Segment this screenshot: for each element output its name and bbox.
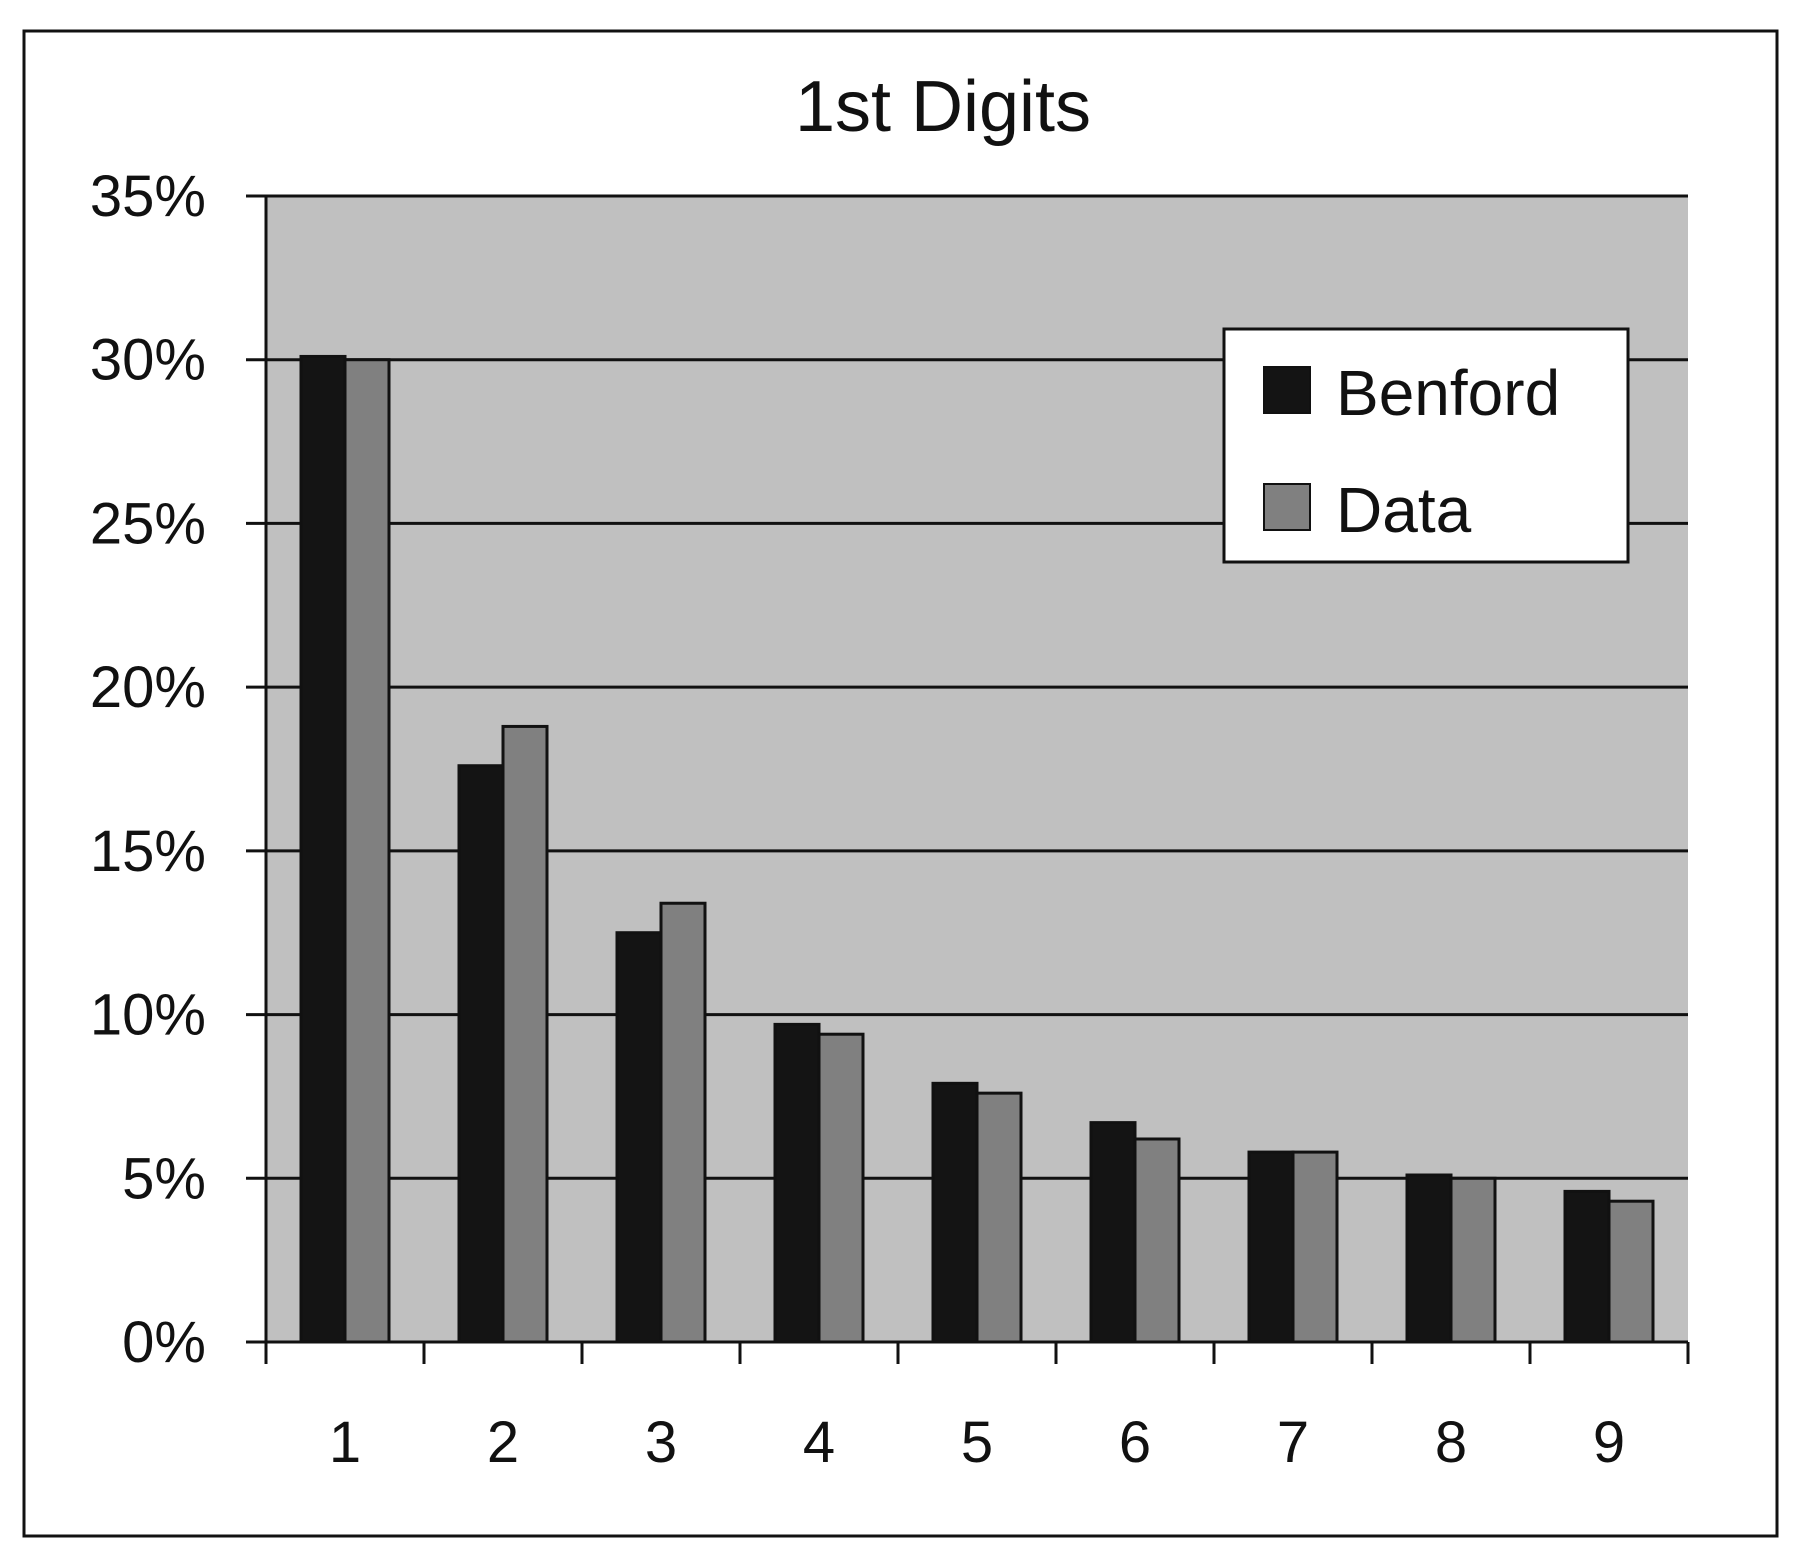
x-tick-label: 7 xyxy=(1277,1410,1309,1475)
bar-data-6 xyxy=(1133,1137,1181,1344)
x-tick-label: 4 xyxy=(803,1410,835,1475)
bar-benford-6 xyxy=(1089,1121,1137,1344)
bar-data-4 xyxy=(817,1032,865,1344)
bar-data-5 xyxy=(975,1091,1023,1344)
bar-benford-1 xyxy=(299,354,347,1344)
bar-benford-3 xyxy=(615,931,663,1344)
x-tick-label: 9 xyxy=(1593,1410,1625,1475)
bar-benford-2 xyxy=(457,764,505,1344)
legend-label-data: Data xyxy=(1336,474,1472,546)
y-tick-label: 35% xyxy=(90,164,206,229)
bar-data-9 xyxy=(1607,1199,1655,1344)
bar-benford-8 xyxy=(1405,1173,1453,1344)
x-tick-label: 6 xyxy=(1119,1410,1151,1475)
bar-benford-9 xyxy=(1563,1189,1611,1344)
chart-title: 1st Digits xyxy=(795,67,1091,147)
y-tick-label: 20% xyxy=(90,655,206,720)
y-tick-label: 15% xyxy=(90,819,206,884)
bar-benford-5 xyxy=(931,1081,979,1344)
x-tick-label: 2 xyxy=(487,1410,519,1475)
x-tick-label: 5 xyxy=(961,1410,993,1475)
bar-data-8 xyxy=(1449,1176,1497,1344)
bar-benford-7 xyxy=(1247,1150,1295,1344)
axes xyxy=(264,196,1688,1344)
y-tick-label: 10% xyxy=(90,983,206,1048)
x-tick-label: 3 xyxy=(645,1410,677,1475)
y-tick-label: 5% xyxy=(122,1146,206,1211)
bar-benford-4 xyxy=(773,1022,821,1344)
y-tick-label: 25% xyxy=(90,491,206,556)
y-axis-ticks: 0% 5% 10% 15% 20% 25% 30% 35% xyxy=(90,164,266,1375)
legend-swatch-data xyxy=(1263,483,1311,531)
y-tick-label: 30% xyxy=(90,328,206,393)
legend: Benford Data xyxy=(1222,327,1630,564)
x-tick-label: 1 xyxy=(329,1410,361,1475)
x-axis-ticks: 1 2 3 4 5 6 7 8 9 xyxy=(264,1342,1690,1475)
bar-data-2 xyxy=(501,724,549,1344)
bar-data-3 xyxy=(659,901,707,1344)
legend-label-benford: Benford xyxy=(1336,357,1560,429)
y-tick-label: 0% xyxy=(122,1310,206,1375)
bar-data-7 xyxy=(1291,1150,1339,1344)
x-tick-label: 8 xyxy=(1435,1410,1467,1475)
bar-data-1 xyxy=(343,358,391,1344)
legend-swatch-benford xyxy=(1263,366,1311,414)
